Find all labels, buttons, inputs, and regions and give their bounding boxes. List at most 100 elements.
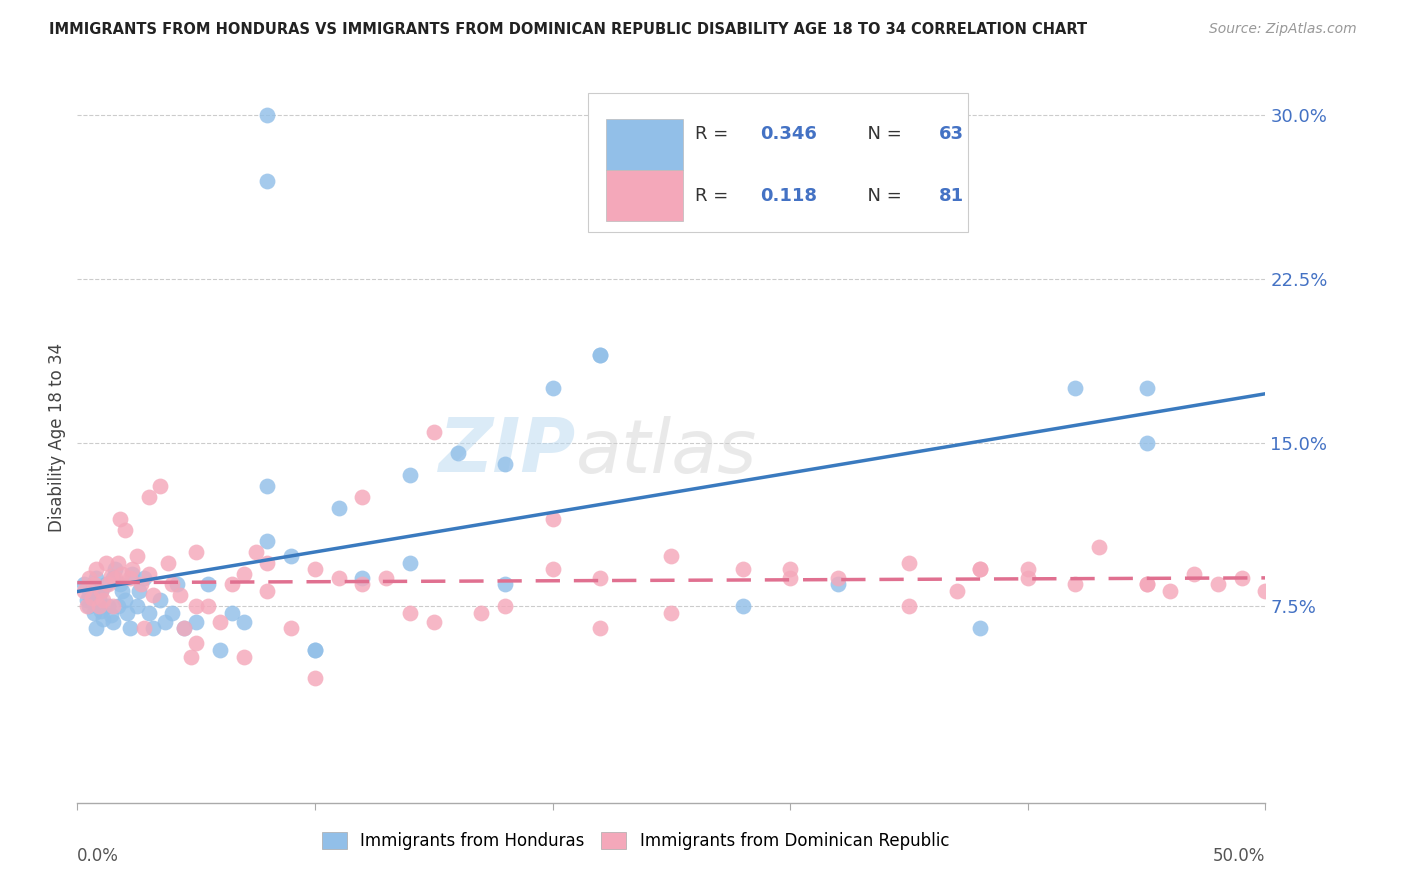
- Point: [138, 566, 160, 581]
- Y-axis label: Disability Age 18 to 34: Disability Age 18 to 34: [48, 343, 66, 532]
- Text: N =: N =: [855, 125, 907, 143]
- Point: [256, 479, 278, 493]
- Point: [104, 562, 127, 576]
- Point: [156, 556, 179, 570]
- Point: [97, 599, 120, 614]
- Point: [186, 615, 208, 629]
- Point: [375, 571, 398, 585]
- Point: [280, 549, 302, 563]
- Point: [121, 566, 143, 581]
- Point: [969, 621, 991, 635]
- Point: [142, 621, 165, 635]
- Point: [197, 577, 219, 591]
- Point: [423, 615, 446, 629]
- Point: [470, 606, 492, 620]
- Point: [221, 577, 243, 591]
- Point: [898, 599, 921, 614]
- Point: [93, 592, 115, 607]
- Point: [100, 568, 122, 582]
- Point: [969, 562, 991, 576]
- Point: [80, 584, 103, 599]
- Point: [661, 606, 683, 620]
- Point: [731, 599, 754, 614]
- Point: [589, 571, 612, 585]
- Text: 0.346: 0.346: [761, 125, 817, 143]
- Point: [1064, 577, 1087, 591]
- Text: N =: N =: [855, 186, 907, 204]
- Point: [446, 446, 468, 460]
- Point: [186, 636, 208, 650]
- Text: R =: R =: [695, 186, 740, 204]
- Point: [76, 592, 98, 607]
- Point: [83, 577, 105, 591]
- Point: [118, 571, 141, 585]
- Point: [232, 649, 254, 664]
- Point: [115, 606, 138, 620]
- Point: [898, 556, 921, 570]
- Text: 0.118: 0.118: [761, 186, 817, 204]
- Point: [494, 577, 516, 591]
- Point: [256, 584, 278, 599]
- Point: [131, 577, 153, 591]
- Point: [208, 615, 231, 629]
- Point: [256, 556, 278, 570]
- Point: [93, 612, 115, 626]
- Point: [1017, 571, 1039, 585]
- Point: [1017, 562, 1039, 576]
- FancyBboxPatch shape: [588, 94, 969, 232]
- Point: [86, 571, 108, 585]
- Point: [166, 577, 188, 591]
- Point: [111, 566, 134, 581]
- Point: [1136, 577, 1159, 591]
- Point: [1136, 577, 1159, 591]
- Point: [77, 571, 100, 585]
- Point: [186, 599, 208, 614]
- Text: atlas: atlas: [576, 416, 758, 488]
- Point: [256, 173, 278, 187]
- Point: [125, 599, 148, 614]
- Point: [114, 592, 136, 607]
- Point: [494, 458, 516, 472]
- Point: [304, 671, 326, 685]
- Point: [1206, 577, 1229, 591]
- Text: IMMIGRANTS FROM HONDURAS VS IMMIGRANTS FROM DOMINICAN REPUBLIC DISABILITY AGE 18: IMMIGRANTS FROM HONDURAS VS IMMIGRANTS F…: [49, 22, 1087, 37]
- Point: [827, 571, 849, 585]
- Point: [541, 512, 564, 526]
- Point: [232, 615, 254, 629]
- Point: [101, 571, 124, 585]
- Point: [399, 606, 422, 620]
- Point: [149, 479, 172, 493]
- Point: [90, 604, 112, 618]
- Point: [121, 562, 143, 576]
- Point: [104, 571, 127, 585]
- Point: [111, 584, 134, 599]
- Point: [197, 599, 219, 614]
- Point: [352, 577, 374, 591]
- Point: [138, 490, 160, 504]
- Point: [589, 621, 612, 635]
- Point: [132, 571, 155, 585]
- Point: [86, 562, 108, 576]
- FancyBboxPatch shape: [606, 119, 683, 170]
- Point: [1088, 541, 1111, 555]
- Text: 0.0%: 0.0%: [77, 847, 120, 864]
- Point: [77, 588, 100, 602]
- Point: [107, 599, 129, 614]
- Point: [1159, 584, 1181, 599]
- Point: [87, 599, 110, 614]
- Point: [399, 468, 422, 483]
- Point: [969, 562, 991, 576]
- Point: [101, 615, 124, 629]
- Point: [180, 649, 202, 664]
- Point: [328, 501, 350, 516]
- Point: [304, 643, 326, 657]
- FancyBboxPatch shape: [606, 170, 683, 221]
- Text: ZIP: ZIP: [439, 415, 576, 488]
- Point: [221, 606, 243, 620]
- Point: [1136, 381, 1159, 395]
- Point: [423, 425, 446, 439]
- Point: [94, 556, 117, 570]
- Point: [169, 588, 191, 602]
- Point: [173, 621, 195, 635]
- Point: [945, 584, 967, 599]
